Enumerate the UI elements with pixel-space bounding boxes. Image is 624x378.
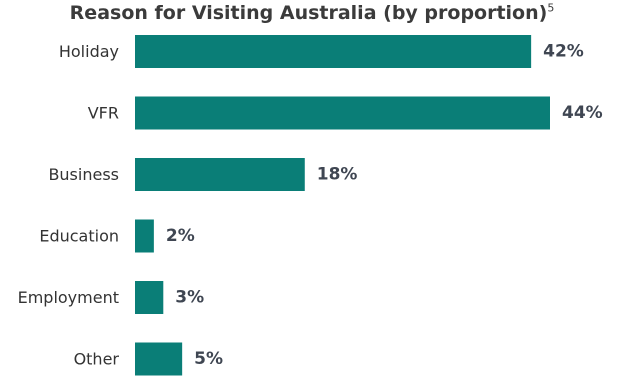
value-label-holiday: 42% [543,42,584,62]
bar-business [135,158,305,191]
bar-employment [135,281,164,314]
chart-title: Reason for Visiting Australia (by propor… [0,2,624,24]
value-label-business: 18% [317,165,358,185]
bar-other [135,342,183,376]
value-label-education: 2% [166,226,195,246]
bar-education [135,219,154,253]
category-label-holiday: Holiday [59,42,119,61]
value-label-other: 5% [194,349,223,369]
title-footnote-marker: 5 [547,1,555,15]
category-label-business: Business [48,165,119,184]
value-label-employment: 3% [175,288,204,308]
category-label-education: Education [39,227,119,246]
category-label-vfr: VFR [88,104,119,123]
chart-title-text: Reason for Visiting Australia (by propor… [69,2,548,24]
bar-vfr [135,96,550,130]
bar-holiday [135,35,532,68]
value-label-vfr: 44% [562,103,603,123]
category-label-employment: Employment [18,288,119,307]
category-label-other: Other [74,350,120,369]
